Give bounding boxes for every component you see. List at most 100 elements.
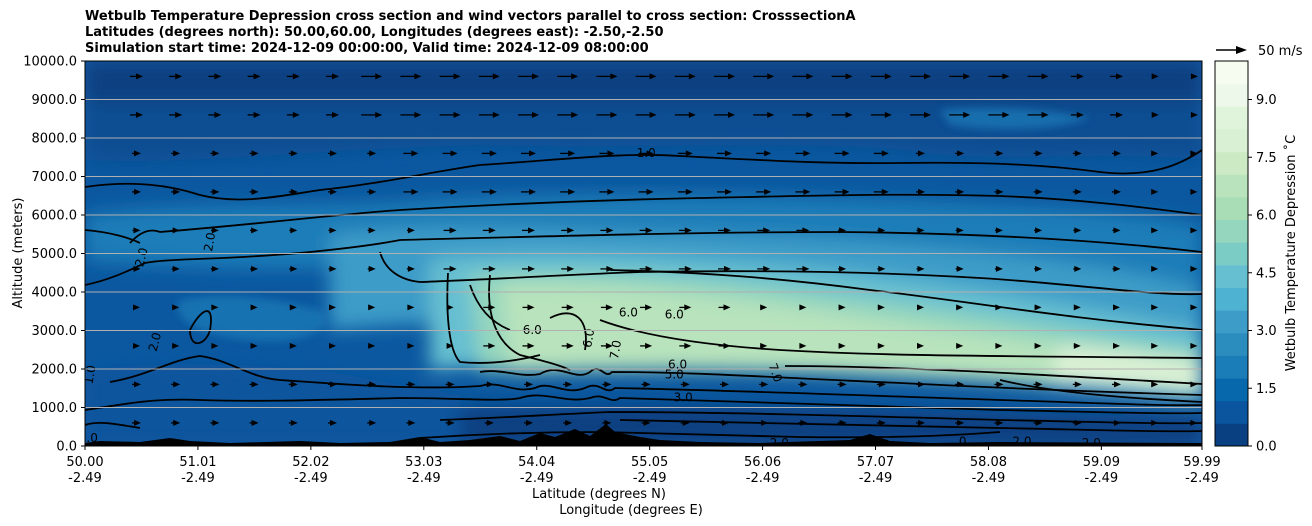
wind-vector-head [369, 188, 377, 195]
wind-vector-head [330, 188, 337, 195]
wind-vector-head [134, 150, 141, 157]
wind-vector-head [646, 150, 654, 157]
wind-vector-head [995, 265, 1003, 272]
wind-vector-head [332, 73, 339, 80]
wind-vector-head [1035, 150, 1043, 157]
x-tick-label-lon: -2.49 [859, 471, 893, 486]
wind-vector-head [649, 111, 657, 118]
y-tick-label: 10000.0 [23, 55, 77, 70]
wind-vector-head [838, 304, 846, 311]
wind-vector-head [1151, 381, 1159, 388]
wind-vector-head [917, 265, 925, 272]
x-tick-label-lon: -2.49 [1185, 471, 1219, 486]
wind-vector-head [1074, 188, 1082, 195]
wind-vector-head [447, 419, 455, 426]
wind-vector-head [527, 304, 535, 311]
wind-vector-head [610, 111, 618, 118]
wind-vector-head [1190, 342, 1198, 349]
x-tick-label-lon: -2.49 [1085, 471, 1119, 486]
wind-vector-head [250, 342, 258, 349]
wind-vector-head [292, 73, 300, 80]
wind-vector-head [645, 227, 653, 234]
wind-vector-head [1190, 73, 1198, 80]
title-line-1: Wetbulb Temperature Depression cross sec… [85, 9, 856, 24]
wind-vector-head [1041, 111, 1049, 118]
wind-vector-head [212, 188, 220, 195]
y-tick-label: 2000.0 [32, 363, 78, 378]
wind-vector-head [489, 150, 497, 157]
wind-vector-head [1034, 304, 1042, 311]
wind-vector-head [1190, 381, 1198, 388]
wind-vector-head [1190, 419, 1198, 426]
wind-vector-head [486, 381, 494, 388]
wind-vector-head [606, 227, 614, 234]
wind-vector-head [411, 150, 419, 157]
wind-vector-head [1002, 111, 1010, 118]
wind-vector-head [1035, 265, 1043, 272]
wind-vector-head [839, 381, 847, 388]
wind-vector-head [763, 265, 771, 272]
wind-vector-head [368, 342, 376, 349]
wind-vector-head [996, 419, 1004, 426]
wind-vector-head [1113, 342, 1120, 349]
wind-vector-head [878, 419, 886, 426]
wind-vector-head [532, 111, 539, 118]
wind-vector-head [214, 73, 222, 80]
y-tick-label: 6000.0 [32, 209, 78, 224]
contour-label: 6.0 [580, 327, 597, 348]
contour-7 [549, 312, 1202, 359]
wind-vector-head [684, 342, 692, 349]
contour-label: 2.0 [132, 246, 150, 268]
wind-vector-head [447, 381, 455, 388]
wind-vector-head [251, 150, 259, 157]
wind-vector-head [917, 342, 924, 349]
x-tick-label-lat: 58.08 [970, 455, 1007, 470]
y-tick-label: 9000.0 [32, 93, 78, 108]
wind-vector-head [1041, 73, 1049, 80]
contour-label: 2.0 [1012, 435, 1031, 449]
x-tick-label-lat: 53.03 [405, 455, 442, 470]
wind-vector-head [604, 381, 612, 388]
wind-vector-head [175, 73, 183, 80]
wind-vector-head [800, 381, 808, 388]
colorbar-tick-label: 4.5 [1256, 266, 1277, 281]
wind-vector-head [884, 111, 892, 118]
x-tick-label-lat: 54.04 [518, 455, 555, 470]
wind-vector-head [134, 381, 141, 388]
wind-vector-head [1114, 188, 1121, 195]
wind-vector-head [688, 73, 696, 80]
wind-vector-head [1114, 381, 1121, 388]
wind-vector-head [1074, 150, 1082, 157]
wind-vector-head [610, 73, 618, 80]
wind-vector-head [839, 227, 847, 234]
wind-vector-head [1076, 73, 1084, 80]
wind-vector-head [682, 381, 690, 388]
x-axis-label-lat: Latitude (degrees N) [532, 487, 666, 502]
title-line-3: Simulation start time: 2024-12-09 00:00:… [85, 41, 649, 56]
wind-vector-head [1269, 189, 1276, 195]
wind-vector-head [1190, 150, 1198, 157]
wind-vector-head [492, 73, 500, 80]
colorbar-swatch [1215, 83, 1248, 107]
wind-vector-head [1113, 265, 1121, 272]
wind-vector-head [368, 304, 376, 311]
wind-vector-head [332, 111, 339, 118]
colorbar-tick-label: 6.0 [1256, 209, 1277, 224]
wind-vector-head [725, 188, 732, 195]
wind-vector-head [172, 227, 180, 234]
y-axis-label: Altitude (meters) [11, 198, 26, 309]
x-tick-label-lon: -2.49 [520, 471, 554, 486]
wind-vector-head [760, 304, 768, 311]
wind-vector-head [646, 188, 654, 195]
y-axis: 0.0 1000.0 2000.0 3000.0 4000.0 5000.0 6000.0 7… [23, 55, 85, 455]
wind-vector-head [1074, 227, 1082, 234]
wind-vector-head [1269, 420, 1276, 426]
x-tick-label-lat: 55.05 [631, 455, 668, 470]
wind-vector-head [214, 111, 222, 118]
wind-vector-head [724, 227, 731, 234]
contour-label: 6.0 [668, 358, 687, 372]
wind-vector-head [806, 73, 814, 80]
wind-vector-head [1269, 112, 1276, 118]
wind-vector-head [529, 150, 536, 157]
